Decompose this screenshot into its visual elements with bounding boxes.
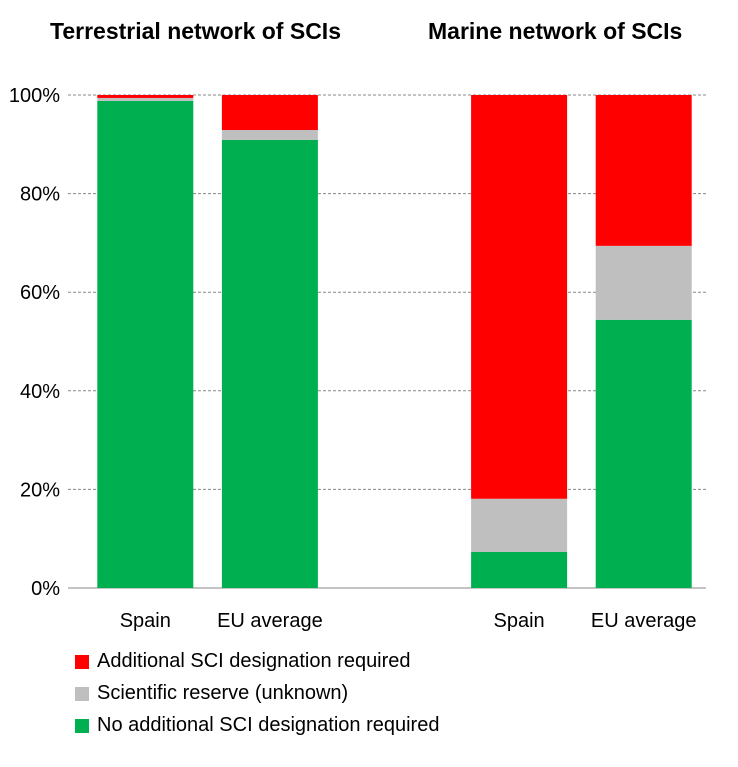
legend-item-reserve: Scientific reserve (unknown) [75,682,348,705]
legend-item-no-additional: No additional SCI designation required [75,714,439,737]
bar-segment [471,95,568,499]
marine-title: Marine network of SCIs [428,18,683,44]
bar-segment [221,130,318,140]
bar-segment [471,552,568,588]
bar-segment [97,95,194,98]
bar-segment [97,97,194,101]
x-tick-label: EU average [217,610,323,632]
bar-segment [221,139,318,588]
x-tick-label: EU average [591,610,697,632]
bar-segment [595,245,692,320]
legend-swatch [75,686,89,701]
bar-segment [595,319,692,588]
legend-swatch [75,718,89,733]
y-tick-label: 60% [20,282,60,304]
bar-segment [97,100,194,588]
legend-label: Scientific reserve (unknown) [97,682,349,704]
bar-segment [595,95,692,246]
legend-label: Additional SCI designation required [97,650,411,672]
x-tick-label: Spain [494,610,545,632]
y-tick-label: 0% [31,578,60,600]
x-tick-label: Spain [120,610,171,632]
y-tick-label: 20% [20,479,60,501]
legend-item-additional: Additional SCI designation required [75,650,411,673]
legend-label: No additional SCI designation required [97,714,440,736]
bar-segment [471,498,568,553]
bar-segment [221,95,318,131]
y-tick-label: 100% [9,85,60,107]
legend-swatch [75,654,89,669]
terrestrial-title: Terrestrial network of SCIs [50,18,341,44]
y-tick-label: 80% [20,184,60,206]
y-tick-label: 40% [20,381,60,403]
